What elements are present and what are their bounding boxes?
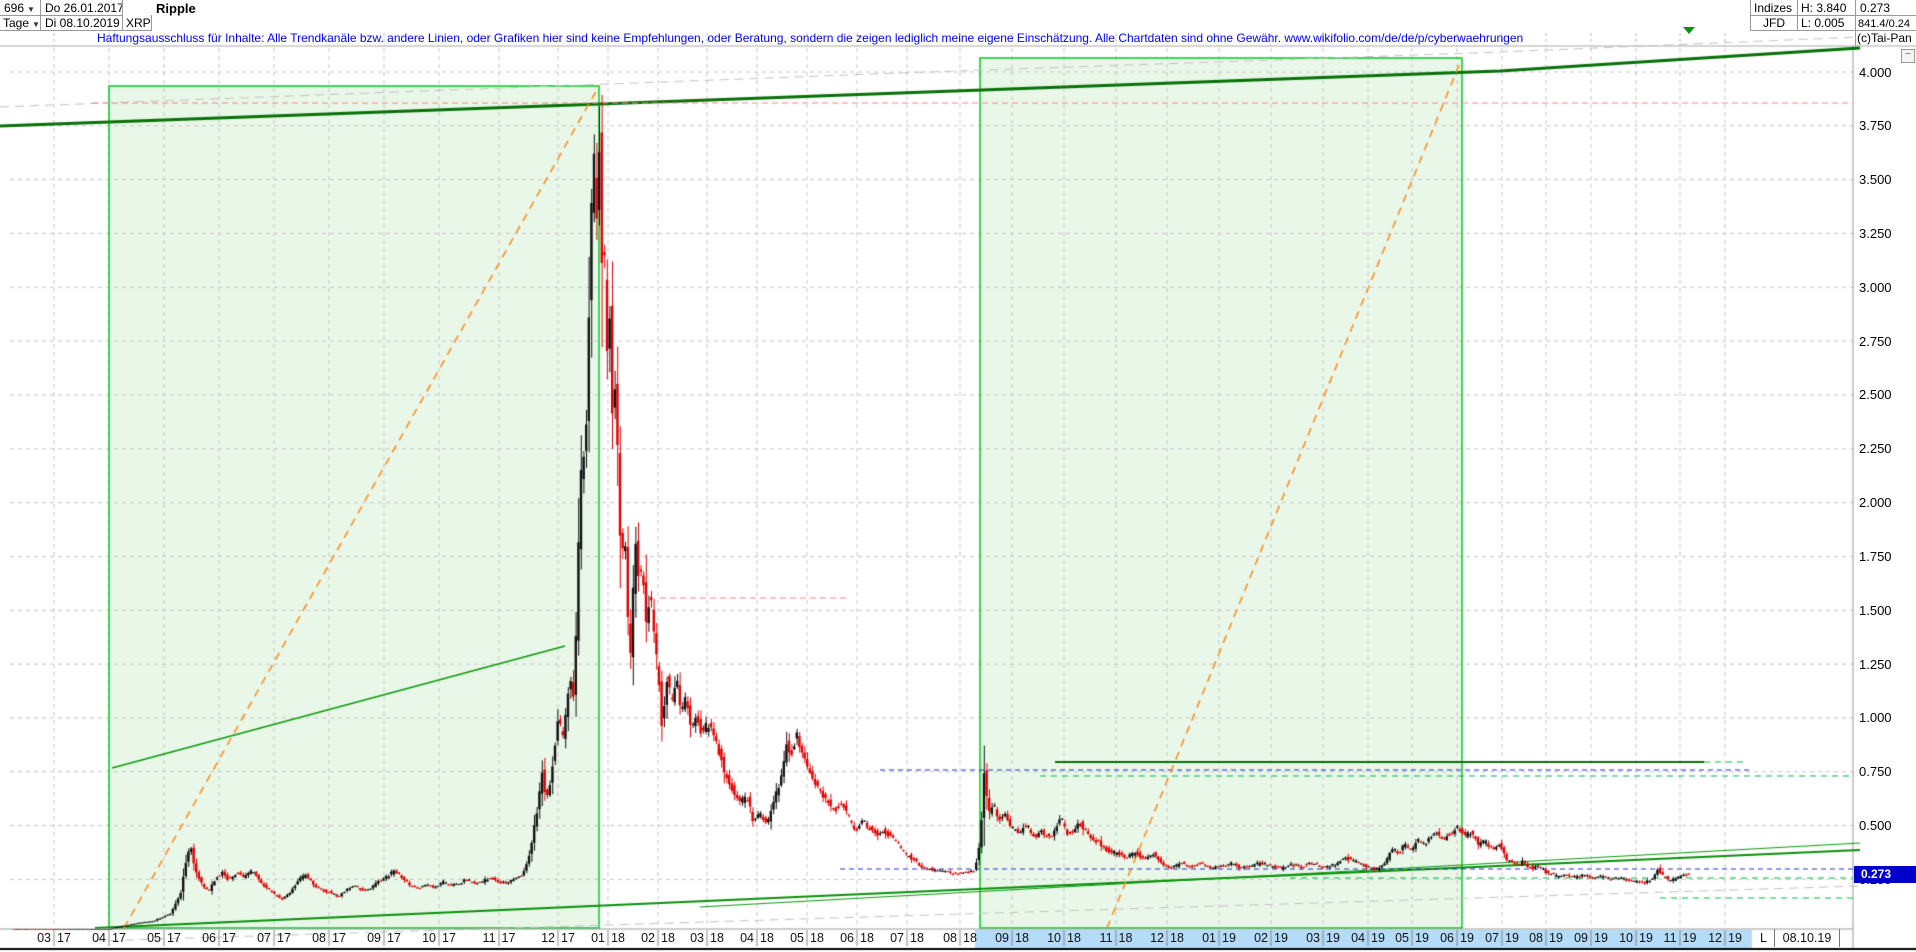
month-axis-label: 11 19 <box>1663 931 1697 945</box>
current-price-tag: 0.273 <box>1854 866 1916 883</box>
divider <box>0 15 122 16</box>
month-axis-label: 04 18 <box>740 931 774 945</box>
month-axis-label: 08 18 <box>943 931 977 945</box>
price-axis-label: 3.250 <box>1859 225 1892 241</box>
indizes-label: Indizes <box>1754 1 1793 15</box>
price-axis-label: 4.000 <box>1859 64 1892 80</box>
month-axis-label: 08 17 <box>312 931 346 945</box>
month-axis-label: 06 18 <box>840 931 874 945</box>
chevron-down-icon: ▼ <box>32 20 40 29</box>
month-axis-label: 06 17 <box>202 931 236 945</box>
month-axis-label: 03 19 <box>1306 931 1340 945</box>
month-axis-label: 12 18 <box>1150 931 1184 945</box>
price-axis-label: 1.500 <box>1859 602 1892 618</box>
month-axis-label: 10 18 <box>1047 931 1081 945</box>
month-axis-label: 02 19 <box>1254 931 1288 945</box>
month-axis-label: 07 19 <box>1485 931 1519 945</box>
month-axis-label: 01 19 <box>1202 931 1236 945</box>
month-axis-label: 03 18 <box>690 931 724 945</box>
month-axis-label: 02 18 <box>641 931 675 945</box>
low-value: L: 0.005 <box>1801 16 1845 30</box>
divider <box>0 30 152 31</box>
month-axis-label: 01 18 <box>591 931 625 945</box>
divider <box>1750 15 1916 16</box>
price-axis-label: 1.000 <box>1859 710 1892 726</box>
period-dropdown[interactable]: Tage ▼ <box>3 16 40 30</box>
divider <box>151 15 152 30</box>
copyright-label: (c)Tai-Pan <box>1857 31 1912 45</box>
price-axis-label: 1.750 <box>1859 548 1892 564</box>
marker-triangle-icon <box>1683 27 1695 34</box>
month-axis-label: 11 17 <box>482 931 516 945</box>
month-axis-label: 08 19 <box>1529 931 1563 945</box>
broker-label: JFD <box>1763 16 1785 30</box>
month-axis-label: 07 17 <box>257 931 291 945</box>
last-price-value: 0.273 <box>1860 1 1891 15</box>
price-axis-label: 0.500 <box>1859 818 1892 834</box>
disclaimer-text: Haftungsausschluss für Inhalte: Alle Tre… <box>97 31 1524 45</box>
chevron-down-icon: ▼ <box>27 5 35 14</box>
price-axis-label: 0.750 <box>1859 764 1892 780</box>
price-axis-label: 2.000 <box>1859 495 1892 511</box>
price-axis-label: 3.500 <box>1859 172 1892 188</box>
price-axis-label: 2.250 <box>1859 441 1892 457</box>
month-axis-label: 09 19 <box>1574 931 1608 945</box>
divider <box>1750 30 1916 31</box>
month-axis-label: 12 17 <box>541 931 575 945</box>
high-value: H: 3.840 <box>1801 1 1847 15</box>
date-to-field[interactable]: Di 08.10.2019 <box>45 16 120 30</box>
price-axis-label: 3.000 <box>1859 279 1892 295</box>
month-axis-label: 06 19 <box>1440 931 1474 945</box>
month-axis-label: 10 17 <box>422 931 456 945</box>
divider <box>1855 0 1856 46</box>
price-axis-label: 2.750 <box>1859 333 1892 349</box>
month-axis-label: 09 18 <box>995 931 1029 945</box>
month-axis-label: 11 18 <box>1099 931 1133 945</box>
month-axis-label: 09 17 <box>367 931 401 945</box>
last-date-box: 08.10.19 <box>1774 929 1840 947</box>
price-axis-label: 2.500 <box>1859 387 1892 403</box>
price-axis-label: 3.750 <box>1859 118 1892 134</box>
collapse-panel-icon[interactable]: − <box>1901 49 1915 63</box>
divider <box>122 0 123 30</box>
date-from-field[interactable]: Do 26.01.2017 <box>45 1 124 15</box>
month-axis-label: 07 18 <box>890 931 924 945</box>
month-axis-label: 05 17 <box>147 931 181 945</box>
price-axis-label: 1.250 <box>1859 656 1892 672</box>
month-axis-label: 10 19 <box>1619 931 1653 945</box>
month-axis-label: 03 17 <box>37 931 71 945</box>
symbol-label: XRP <box>126 16 151 30</box>
month-axis-label: 05 19 <box>1395 931 1429 945</box>
month-axis-label: 04 17 <box>92 931 126 945</box>
month-axis-label: 05 18 <box>790 931 824 945</box>
instrument-title: Ripple <box>156 1 196 16</box>
last-marker-label: L <box>1760 931 1767 945</box>
bars-count-dropdown[interactable]: 696 ▼ <box>4 1 35 15</box>
volume-value: 841.4/0.24 <box>1858 18 1910 30</box>
month-axis-label: 12 19 <box>1708 931 1742 945</box>
month-axis-label: 04 19 <box>1351 931 1385 945</box>
